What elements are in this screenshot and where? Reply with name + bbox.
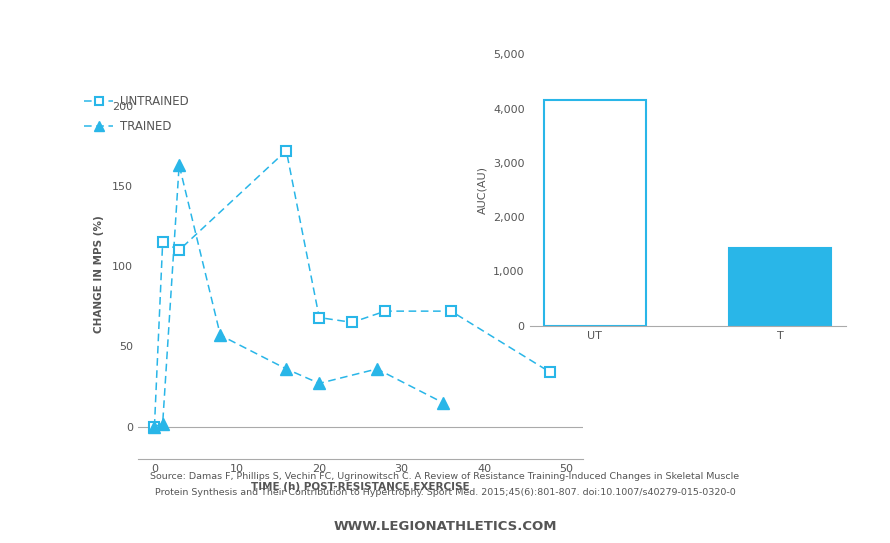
Bar — [729, 248, 831, 326]
Bar — [544, 100, 646, 326]
X-axis label: TIME (h) POST-RESISTANCE EXERCISE: TIME (h) POST-RESISTANCE EXERCISE — [251, 482, 470, 492]
Y-axis label: AUC(AU): AUC(AU) — [478, 166, 488, 214]
Text: Protein Synthesis and Their Contribution to Hypertrophy. Sport Med. 2015;45(6):8: Protein Synthesis and Their Contribution… — [155, 488, 735, 497]
Text: Source: Damas F, Phillips S, Vechin FC, Ugrinowitsch C. A Review of Resistance T: Source: Damas F, Phillips S, Vechin FC, … — [150, 471, 740, 481]
Legend: UNTRAINED, TRAINED: UNTRAINED, TRAINED — [84, 96, 189, 133]
Y-axis label: CHANGE IN MPS (%): CHANGE IN MPS (%) — [93, 216, 103, 333]
Text: WWW.LEGIONATHLETICS.COM: WWW.LEGIONATHLETICS.COM — [333, 520, 557, 533]
